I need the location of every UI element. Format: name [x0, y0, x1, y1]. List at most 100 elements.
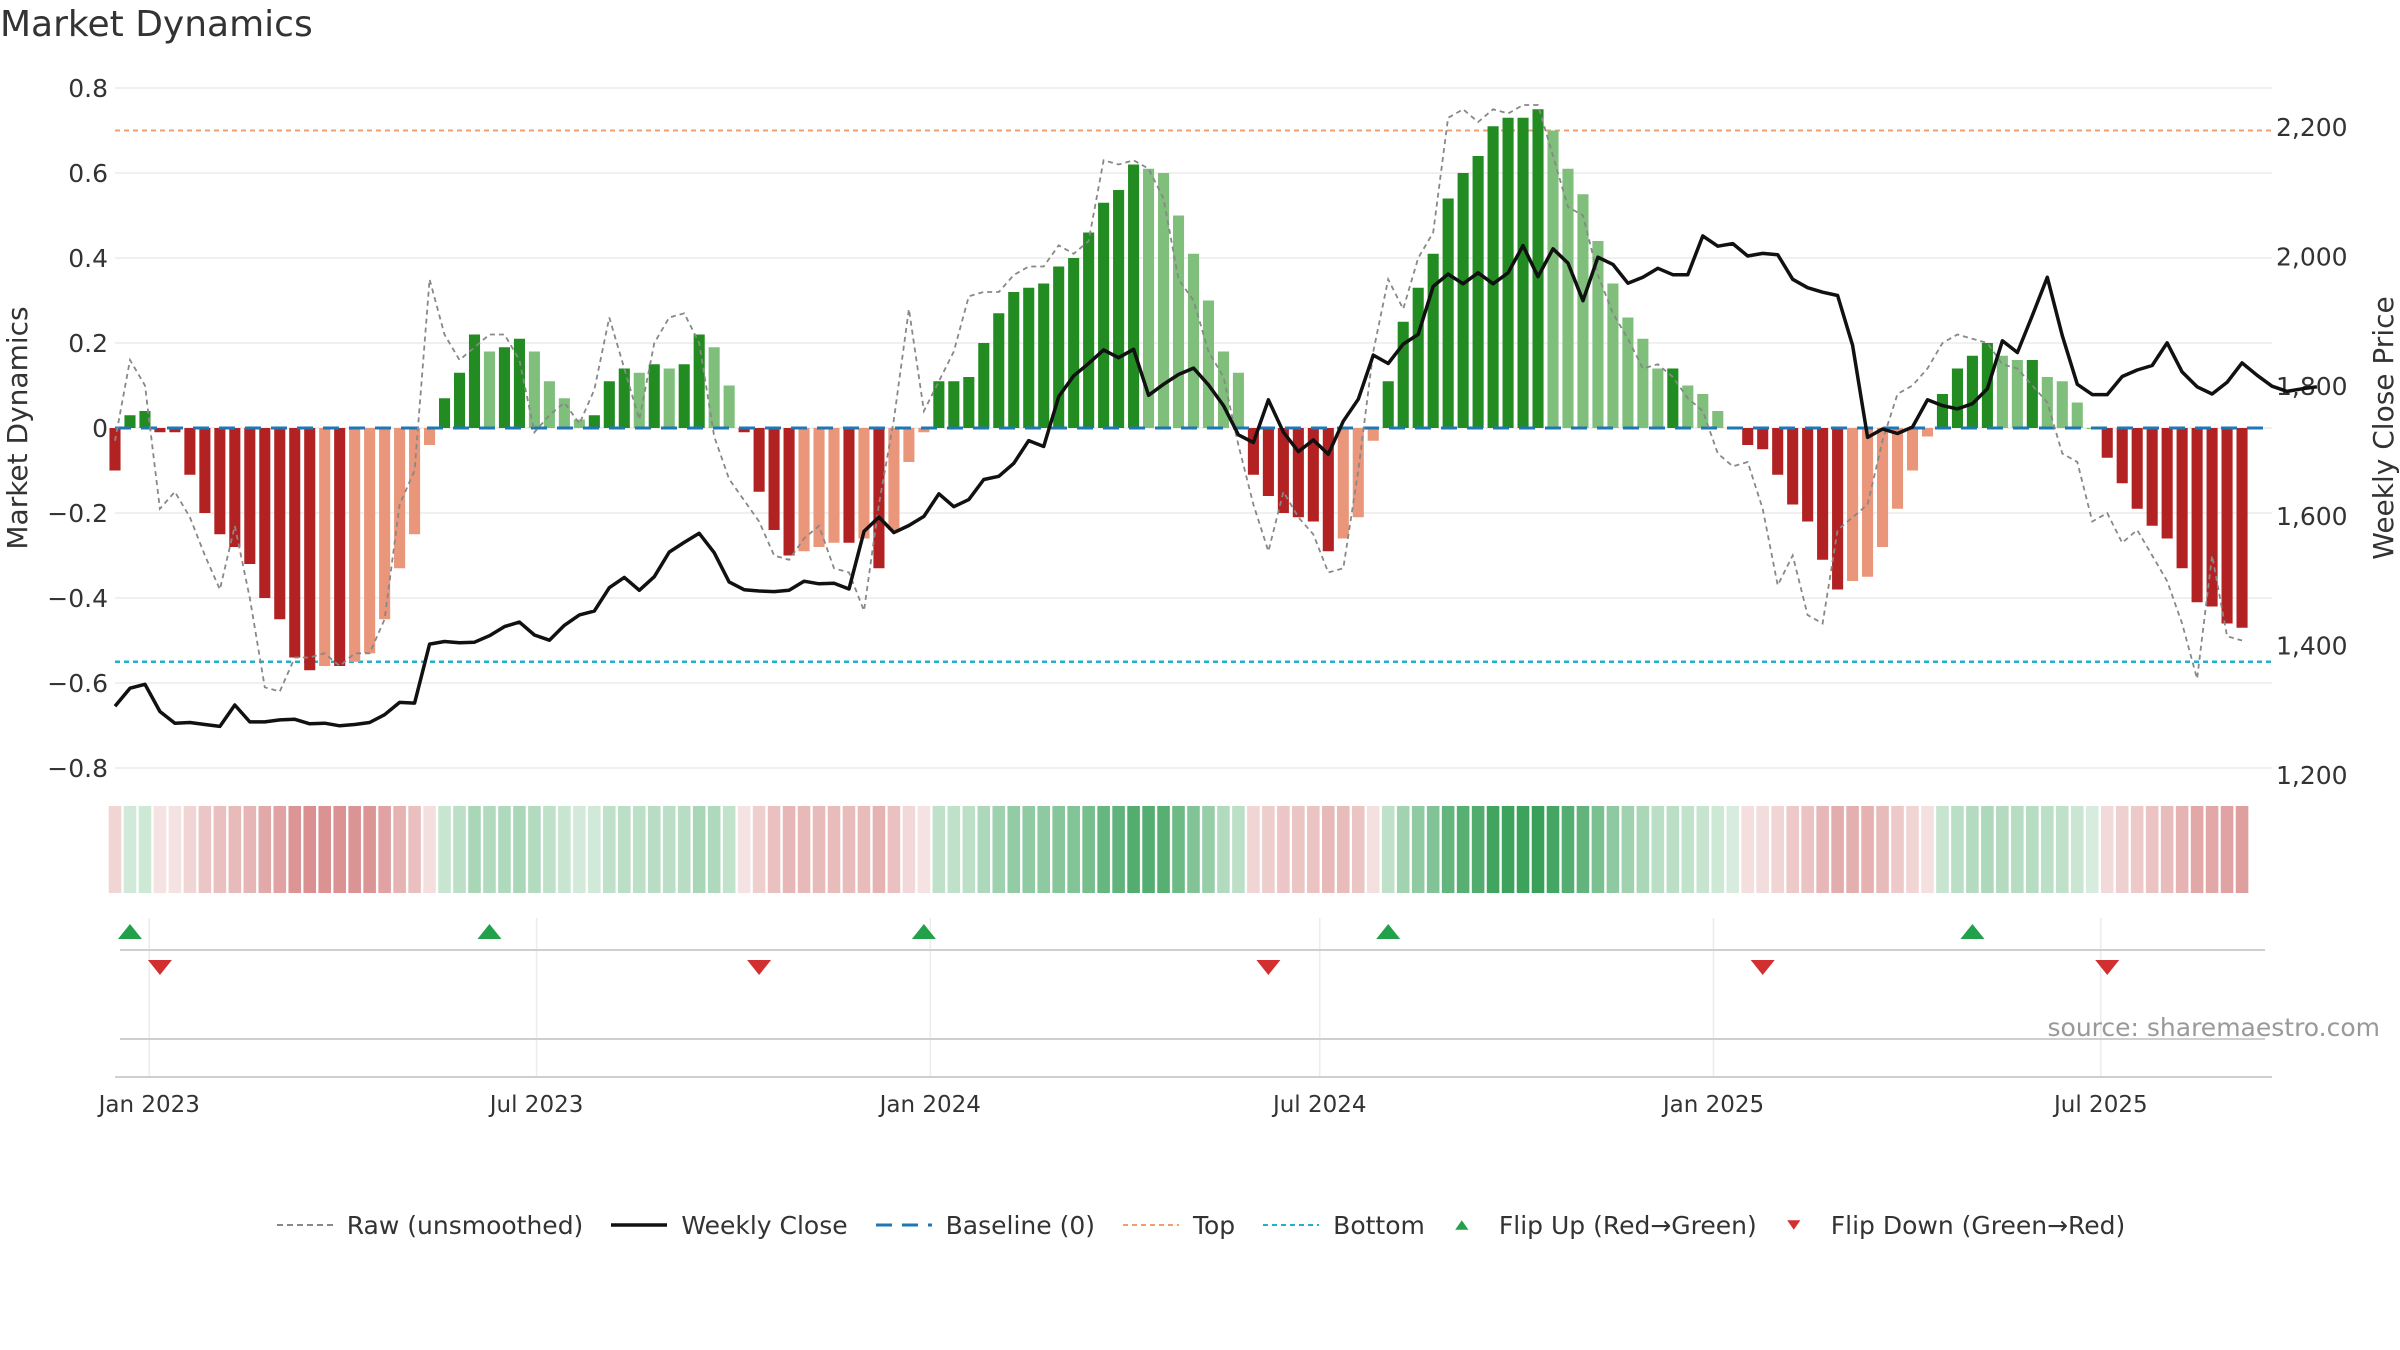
legend-label-flip-up: Flip Up (Red→Green): [1498, 1210, 1757, 1240]
dynamics-bar: [1951, 368, 1963, 428]
heat-strip-cell: [1831, 806, 1844, 893]
dynamics-bar: [1337, 428, 1349, 539]
dynamics-bar: [2026, 360, 2038, 428]
dynamics-bar: [1592, 241, 1604, 428]
dynamics-bar: [259, 428, 271, 598]
dynamics-bar: [543, 381, 555, 428]
x-tick-label: Jan 2024: [878, 1092, 981, 1118]
dynamics-bar: [978, 343, 990, 428]
dynamics-bar: [708, 347, 720, 428]
dynamics-bar: [1068, 258, 1080, 428]
heat-strip-cell: [1322, 806, 1335, 893]
heat-strip-cell: [1816, 806, 1829, 893]
heat-strip-cell: [318, 806, 331, 893]
heat-strip-cell: [1516, 806, 1530, 893]
dynamics-bar: [184, 428, 196, 475]
dynamics-bar: [1607, 283, 1619, 428]
heat-strip-cell: [1861, 806, 1874, 893]
heat-strip-cell: [1097, 806, 1110, 893]
flip-up-marker: [117, 924, 142, 939]
dynamics-bar: [1247, 428, 1259, 475]
legend-raw-icon: [276, 1224, 333, 1226]
heat-strip-cell: [767, 806, 781, 893]
heat-strip-cell: [842, 806, 856, 893]
dynamics-bar: [1966, 355, 1978, 428]
heat-strip-cell: [123, 806, 137, 893]
y2-axis-label: Weekly Close Price: [2367, 296, 2400, 559]
dynamics-bar: [199, 428, 211, 513]
heat-strip-cell: [2100, 806, 2114, 893]
dynamics-bar: [438, 398, 451, 428]
legend-top-icon: [1122, 1224, 1179, 1226]
dynamics-bar: [933, 381, 945, 428]
dynamics-bar: [364, 428, 376, 654]
dynamics-bar: [843, 428, 855, 543]
triangle-up-icon: [1455, 1220, 1469, 1230]
heat-strip-cell: [228, 806, 242, 893]
dynamics-bar: [603, 381, 615, 428]
heat-strip-cell: [2070, 806, 2084, 893]
dynamics-bar: [2161, 428, 2173, 539]
legend-label-baseline: Baseline (0): [945, 1210, 1095, 1240]
heat-strip-cell: [1262, 806, 1275, 893]
flip-down-marker: [747, 960, 772, 975]
heat-strip-cell: [797, 806, 811, 893]
dynamics-bar: [483, 351, 496, 428]
dynamics-bar: [1083, 232, 1095, 428]
y-tick-label: −0.8: [47, 754, 108, 783]
heat-strip-cell: [737, 806, 751, 893]
dynamics-bar: [304, 428, 316, 671]
dynamics-bar: [1876, 428, 1889, 547]
y-tick-label: 0.2: [68, 329, 108, 358]
dynamics-bar: [1921, 428, 1934, 437]
y-tick-label: −0.4: [47, 584, 108, 613]
dynamics-bar: [1712, 411, 1724, 428]
heat-strip-cell: [1696, 806, 1710, 893]
dynamics-bar: [873, 428, 885, 569]
dynamics-bar: [888, 428, 900, 530]
legend-item-top: Top: [1121, 1211, 1235, 1240]
heat-strip-cell: [378, 806, 391, 893]
legend-baseline-icon: [875, 1223, 932, 1227]
dynamics-bar: [2176, 428, 2188, 569]
y-tick-label: 0: [92, 414, 108, 443]
heat-strip-cell: [453, 806, 466, 893]
dynamics-bar: [1802, 428, 1814, 522]
y-tick-label: −0.6: [47, 669, 108, 698]
dynamics-bar: [1936, 394, 1949, 428]
dynamics-bar: [1847, 428, 1859, 581]
weekly-close-line: [113, 234, 2318, 729]
dynamics-bar: [1547, 130, 1559, 428]
dynamics-bar: [993, 313, 1005, 428]
heat-strip-cell: [438, 806, 451, 893]
dynamics-bar: [753, 428, 765, 492]
dynamics-bar: [1232, 372, 1244, 428]
heat-strip-cell: [1906, 806, 1919, 893]
heat-strip-cell: [1651, 806, 1665, 893]
heat-strip-cell: [722, 806, 736, 893]
heat-strip-cell: [1756, 806, 1769, 893]
legend-label-close: Weekly Close: [681, 1210, 848, 1240]
dynamics-bar: [558, 398, 570, 428]
heat-strip-cell: [423, 806, 436, 893]
dynamics-bar: [528, 351, 540, 428]
dynamics-bar: [1172, 215, 1185, 428]
dynamics-bar: [468, 334, 481, 428]
dynamics-bar: [1487, 126, 1499, 428]
dynamics-bar: [1682, 385, 1694, 428]
flip-down-marker: [1750, 960, 1775, 975]
dynamics-bar: [109, 428, 121, 471]
heat-strip-cell: [782, 806, 796, 893]
heat-strip-cell: [1022, 806, 1036, 893]
heat-strip-cell: [498, 806, 511, 893]
heat-strip-cell: [1546, 806, 1560, 893]
heat-strip-cell: [2130, 806, 2144, 893]
heat-strip-cell: [603, 806, 616, 893]
dynamics-bar: [723, 385, 735, 428]
dynamics-bar: [2056, 381, 2068, 428]
dynamics-bar: [2116, 428, 2128, 484]
source-label: source: sharemaestro.com: [2047, 1013, 2381, 1042]
dynamics-bar: [124, 415, 136, 428]
dynamics-bar: [813, 428, 825, 547]
heat-strip-cell: [2115, 806, 2129, 893]
